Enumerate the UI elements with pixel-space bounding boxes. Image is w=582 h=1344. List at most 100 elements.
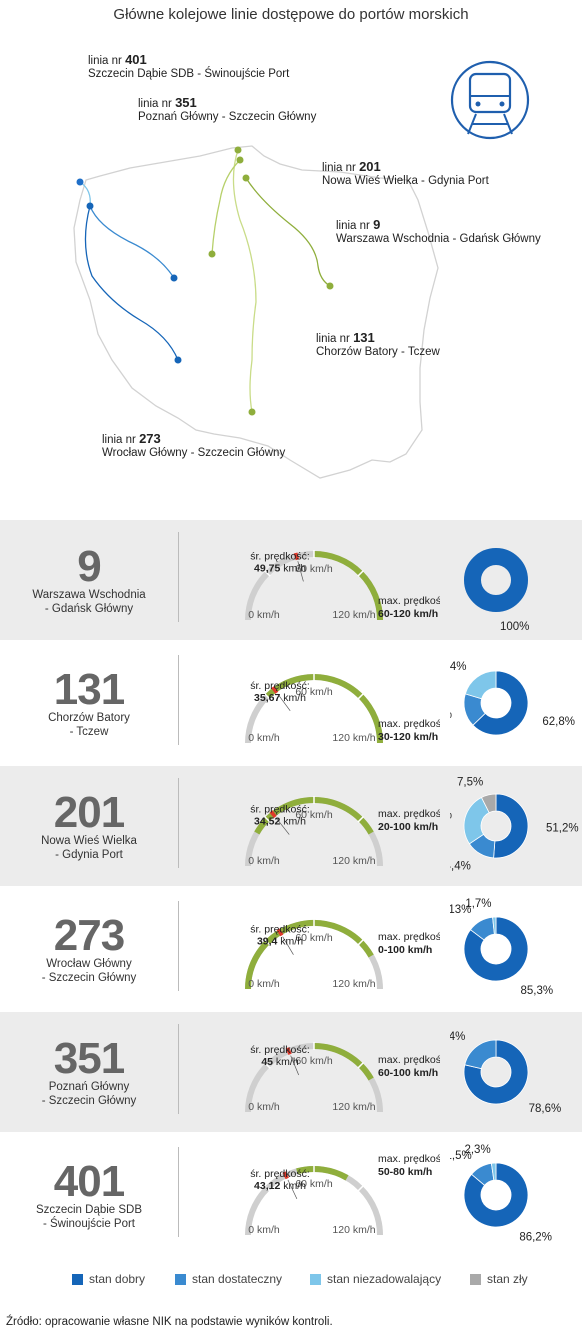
line-number: 273 <box>53 911 125 960</box>
donut-slice-stan-dobry <box>472 670 529 736</box>
donut-slice-stan-dobry <box>493 793 529 859</box>
route-name: Poznań Główny - Szczecin Główny <box>0 1080 178 1108</box>
donut-percent-label: 13% <box>450 904 471 916</box>
max-speed-label: max. prędkość: <box>378 808 440 820</box>
route-name-line: Szczecin Dąbie SDB <box>35 1204 143 1216</box>
condition-donut: 51,2% 14,4% 26,9% 7,5% <box>450 776 579 872</box>
max-speed-label: max. prędkość: <box>378 1153 440 1165</box>
max-speed-label: max. prędkość: <box>378 595 440 607</box>
tick-label-120: 120 km/h <box>332 978 375 990</box>
station-dot <box>170 274 178 282</box>
map-label-9-line: linia nr 9 <box>336 217 380 232</box>
gauge-tick <box>263 1061 271 1069</box>
avg-speed-marker <box>282 1171 289 1180</box>
avg-speed-number: 35,67 <box>254 692 280 704</box>
max-speed-value: 60-120 km/h <box>378 608 438 620</box>
avg-speed-leader <box>287 1179 298 1199</box>
tick-label-120: 120 km/h <box>332 1224 375 1236</box>
legend-swatch <box>72 1273 83 1285</box>
line-131-route <box>232 149 257 413</box>
route-name-line: Chorzów Batory <box>48 712 130 724</box>
avg-speed-label: śr. prędkość: <box>250 1168 310 1180</box>
tick-label-0: 0 km/h <box>248 732 280 744</box>
route-name-line: Poznań Główny <box>48 1081 130 1093</box>
gauge-tick <box>263 692 271 700</box>
divider <box>178 1147 179 1237</box>
tick-label-120: 120 km/h <box>332 732 375 744</box>
legend-item: stan dostateczny <box>175 1272 282 1286</box>
legend-swatch <box>175 1273 186 1285</box>
line-number: 201 <box>53 788 125 837</box>
avg-speed-value: 43,12 km/h <box>254 1180 306 1192</box>
poland-map: linia nr 401 Szczecin Dąbie SDB - Świnou… <box>73 52 541 479</box>
line-number: 351 <box>53 1034 125 1083</box>
tick-label-0: 0 km/h <box>248 1224 280 1236</box>
poland-outline <box>73 145 439 479</box>
divider <box>178 778 179 868</box>
train-icon <box>450 60 530 140</box>
line-row-401: 401 Szczecin Dąbie SDB - Świnoujście Port 6… <box>0 1135 582 1255</box>
divider <box>178 901 179 991</box>
map-label-351-route: Poznań Główny - Szczecin Główny <box>138 111 317 123</box>
line-number: 131 <box>53 665 125 714</box>
map-label-401-route: Szczecin Dąbie SDB - Świnoujście Port <box>88 67 290 80</box>
avg-speed-value: 45 km/h <box>261 1056 299 1068</box>
line-9-route <box>245 177 331 287</box>
donut-percent-label: 62,8% <box>542 716 575 728</box>
legend-item: stan zły <box>470 1272 528 1286</box>
donut-percent-label: 85,3% <box>520 985 553 997</box>
avg-speed-unit: km/h <box>280 692 306 704</box>
max-speed-label: max. prędkość: <box>378 1054 440 1066</box>
train-light-right <box>499 101 505 107</box>
tick-label-120: 120 km/h <box>332 1101 375 1113</box>
divider <box>178 655 179 745</box>
line-row-201: 201 Nowa Wieś Wielka - Gdynia Port 60 km/h 0… <box>0 766 582 886</box>
train-light-left <box>475 101 481 107</box>
line-row-131: 131 Chorzów Batory - Tczew 60 km/h 0 km/h 120… <box>0 643 582 763</box>
speed-gauge: 60 km/h 0 km/h 120 km/h śr. prędkość:49,75 … <box>245 550 440 621</box>
gauge-tick <box>357 692 365 700</box>
avg-speed-label: śr. prędkość: <box>250 680 310 692</box>
route-name-line: - Szczecin Główny <box>41 1095 137 1107</box>
avg-speed-unit: km/h <box>280 816 306 828</box>
gauge-tick <box>263 1184 271 1192</box>
avg-speed-unit: km/h <box>277 936 303 948</box>
route-name-line: Wrocław Główny <box>46 958 132 970</box>
gauge-tick <box>357 938 365 946</box>
tick-label-0: 0 km/h <box>248 1101 280 1113</box>
donut-slice-stan-dobry <box>463 1039 529 1105</box>
donut-percent-label: 11,5% <box>450 1150 472 1162</box>
avg-speed-leader <box>282 936 294 955</box>
legend-label: stan dobry <box>89 1272 146 1286</box>
gauge-tick <box>357 569 365 577</box>
avg-speed-label: śr. prędkość: <box>250 924 310 936</box>
map-label-201-line: linia nr 201 <box>322 159 381 174</box>
route-name: Wrocław Główny - Szczecin Główny <box>0 957 178 985</box>
donut-percent-label: 20,4% <box>450 661 466 673</box>
line-number: 9 <box>77 542 101 591</box>
donut-percent-label: 51,2% <box>546 823 579 835</box>
donut-slice-stan-dostateczny <box>464 1039 497 1070</box>
divider <box>178 532 179 622</box>
donut-slice-stan-dobry <box>463 1162 529 1228</box>
max-speed-value: 60-100 km/h <box>378 1067 438 1079</box>
route-name: Warszawa Wschodnia - Gdańsk Główny <box>0 588 178 616</box>
max-speed-arc <box>313 1043 374 1081</box>
avg-speed-number: 49,75 <box>254 562 280 574</box>
avg-speed-label: śr. prędkość: <box>250 1044 310 1056</box>
avg-speed-value: 39,4 km/h <box>257 936 303 948</box>
condition-donut: 100% <box>464 548 529 633</box>
speed-gauge: 60 km/h 0 km/h 120 km/h śr. prędkość:34,52 … <box>245 796 440 867</box>
route-name-line: Nowa Wieś Wielka <box>41 835 137 847</box>
donut-percent-label: 16,8% <box>450 709 452 721</box>
donut-percent-label: 78,6% <box>529 1103 562 1115</box>
gauge-tick <box>263 569 271 577</box>
tick-label-60: 60 km/h <box>295 809 333 821</box>
line-273-route <box>84 205 179 361</box>
donut-slice-stan-niezadowalaj-cy <box>464 670 497 700</box>
station-dot <box>242 174 250 182</box>
gauge-tick <box>263 815 271 823</box>
map-label-401-line: linia nr 401 <box>88 52 147 67</box>
line-row-273: 273 Wrocław Główny - Szczecin Główny 60 km/… <box>0 889 582 1009</box>
route-name: Nowa Wieś Wielka - Gdynia Port <box>0 834 178 862</box>
